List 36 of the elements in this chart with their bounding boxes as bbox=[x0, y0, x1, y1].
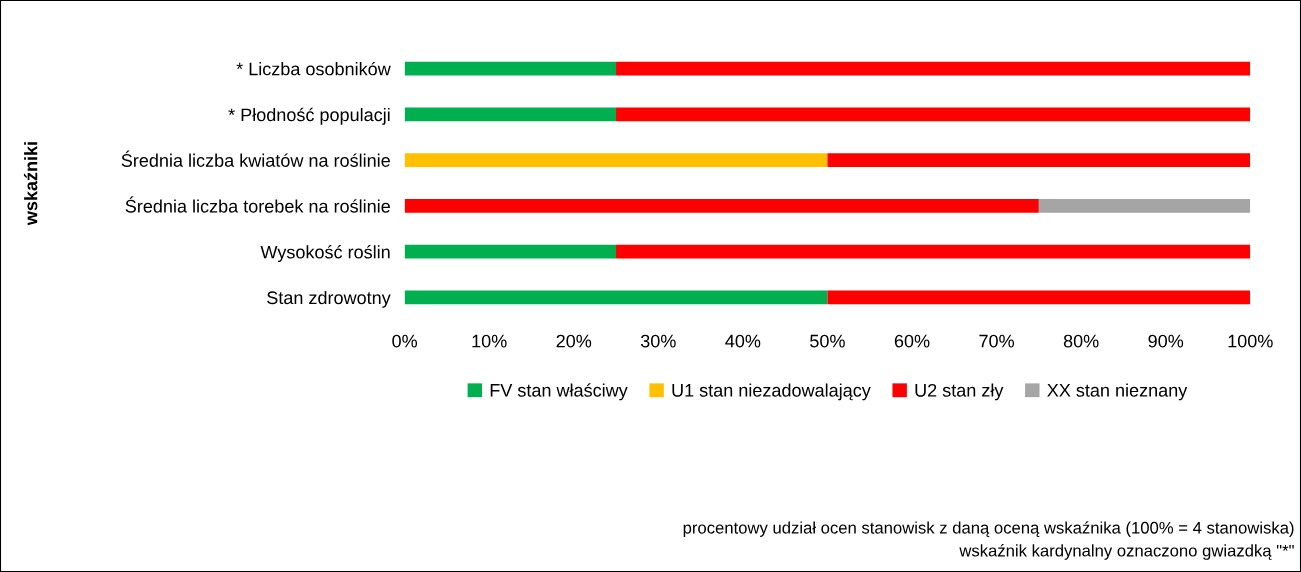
x-tick-label: 60% bbox=[894, 334, 930, 348]
y-axis-title: wskaźniki bbox=[23, 142, 38, 226]
x-tick-label: 90% bbox=[1148, 334, 1184, 348]
bar bbox=[404, 199, 1039, 213]
y-tick-label: Stan zdrowotny bbox=[267, 290, 391, 308]
y-tick-label: Średnia liczba kwiatów na roślinie bbox=[121, 150, 390, 167]
bar bbox=[404, 153, 828, 168]
text: wskaźnik kardynalny oznaczono gwiazdką "*" bbox=[959, 544, 1294, 560]
text: procentowy udział ocen stanowisk z daną oceną wskaźnika (100% = 4 stanowiska) bbox=[683, 521, 1294, 537]
y-tick-label: * Liczba osobników bbox=[236, 61, 391, 76]
x-tick-label: 30% bbox=[640, 334, 676, 348]
y-tick-label: * Płodność populacji bbox=[228, 107, 390, 125]
legend-label: U1 stan niezadowalający bbox=[672, 383, 871, 401]
bar bbox=[616, 244, 1251, 259]
bar bbox=[404, 290, 828, 305]
x-tick-label: 80% bbox=[1063, 334, 1099, 348]
x-tick-label: 100% bbox=[1228, 334, 1273, 348]
legend-label: XX stan nieznany bbox=[1047, 383, 1188, 401]
x-tick-label: 40% bbox=[725, 334, 761, 348]
bar bbox=[404, 107, 617, 122]
bar bbox=[404, 61, 617, 76]
x-tick-label: 70% bbox=[979, 334, 1014, 348]
bar bbox=[616, 61, 1251, 76]
legend-label: FV stan właściwy bbox=[490, 383, 628, 401]
x-tick-label: 0% bbox=[392, 334, 418, 348]
x-tick-label: 10% bbox=[472, 334, 507, 348]
bar bbox=[616, 107, 1251, 122]
legend-label: U2 stan zły bbox=[915, 383, 1004, 401]
bar bbox=[827, 153, 1251, 168]
bar bbox=[827, 290, 1251, 305]
x-tick-label: 50% bbox=[810, 334, 845, 348]
x-tick-label: 20% bbox=[556, 334, 592, 348]
y-tick-label: Wysokość roślin bbox=[260, 245, 390, 263]
y-tick-label: Średnia liczba torebek na roślinie bbox=[125, 196, 390, 213]
bar bbox=[404, 244, 617, 259]
bar bbox=[1038, 199, 1251, 213]
